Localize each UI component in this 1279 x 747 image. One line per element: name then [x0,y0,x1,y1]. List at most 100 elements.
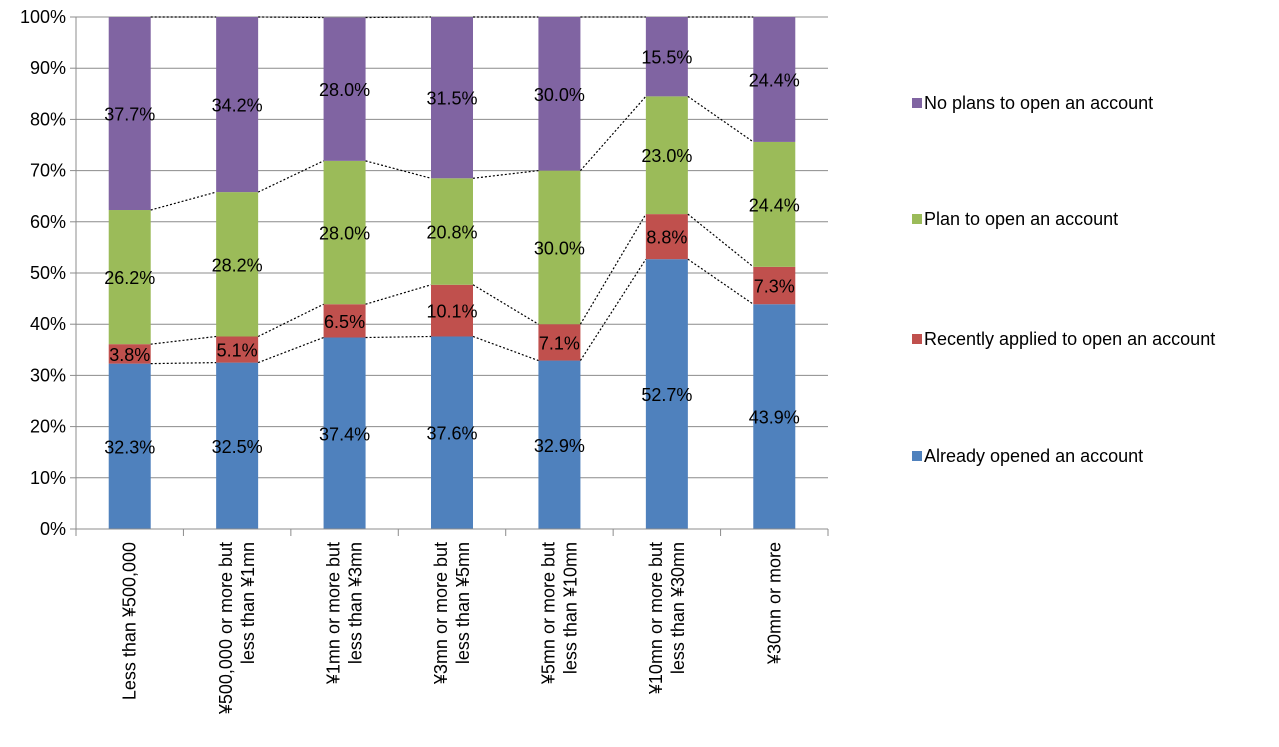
data-label: 30.0% [534,85,585,105]
series-line [687,95,754,143]
data-labels: 32.3% 3.8% 26.2% 37.7% 32.5% 5.1% 28.2% 34.2% 37… [104,48,800,458]
data-label: 26.2% [104,268,155,288]
legend-swatch [912,214,922,224]
x-tick-label: less than ¥5mn [453,542,473,664]
bar-segment [323,160,366,305]
legend-item: Plan to open an account [912,209,1118,229]
series-line [150,362,217,365]
data-label: 7.3% [754,277,795,297]
y-axis-ticks: 0% 10% 20% 30% 40% 50% 60% 70% 80% 90% 100% [20,7,66,539]
y-tick-label: 80% [30,109,66,129]
data-label: 10.1% [426,302,477,322]
legend-label: Recently applied to open an account [924,329,1215,349]
bar-segment [645,96,688,215]
data-label: 24.4% [749,70,800,90]
y-tick-label: 100% [20,7,66,27]
series-line [257,336,324,364]
data-label: 15.5% [641,48,692,68]
x-tick-label: ¥10mn or more but [646,542,666,695]
data-label: 5.1% [217,341,258,361]
bar-segment [538,170,581,325]
x-tick-label: ¥3mn or more but [431,542,451,685]
x-axis-ticks: Less than ¥500,000 ¥500,000 or more but le… [120,542,785,715]
legend-label: No plans to open an account [924,93,1153,113]
bar-segment [431,17,473,179]
data-label: 24.4% [749,195,800,215]
y-tick-label: 50% [30,263,66,283]
bar-segment [323,304,366,338]
x-tick-label: ¥5mn or more but [538,542,558,685]
legend-swatch [912,334,922,344]
bar-segment [216,17,259,193]
series-lines [150,16,754,365]
data-label: 37.6% [426,424,477,444]
legend-item: Recently applied to open an account [912,329,1215,349]
data-label: 43.9% [749,408,800,428]
axes [70,16,829,536]
bar-segment [645,259,688,529]
data-label: 31.5% [426,89,477,109]
bar-segment [431,336,473,529]
bar-segment [323,17,366,161]
series-line [472,170,539,179]
bar-segment [538,17,581,171]
series-line [365,160,432,179]
data-label: 28.2% [212,255,263,275]
y-tick-label: 90% [30,58,66,78]
data-label: 52.7% [641,385,692,405]
x-tick-label: ¥500,000 or more but [216,542,236,715]
bar-segment [108,17,151,211]
x-tick-label: less than ¥3mn [346,542,366,664]
bar-segment [216,192,259,337]
data-label: 6.5% [324,312,365,332]
data-label: 28.0% [319,80,370,100]
data-label: 32.3% [104,437,155,457]
bar-segment [753,141,796,267]
legend-swatch [912,98,922,108]
series-line [365,284,432,305]
y-tick-label: 20% [30,417,66,437]
bar-segment [323,337,366,529]
legend-label: Already opened an account [924,446,1143,466]
data-label: 3.8% [109,345,150,365]
bar-segment [645,17,688,97]
x-tick-label: ¥1mn or more but [324,542,344,685]
bar-segment [108,344,151,364]
data-label: 20.8% [426,223,477,243]
series-line [579,258,647,361]
bar-segment [431,178,473,285]
legend-label: Plan to open an account [924,209,1118,229]
series-line [579,95,647,171]
legend: No plans to open an account Plan to open … [912,93,1215,466]
data-label: 30.0% [534,238,585,258]
data-label: 7.1% [539,333,580,353]
data-label: 34.2% [212,96,263,116]
series-line [257,303,324,338]
series-line [365,16,432,19]
legend-swatch [912,451,922,461]
x-tick-label: less than ¥1mn [238,542,258,664]
bar-segment [431,284,473,337]
data-label: 8.8% [646,228,687,248]
data-label: 37.7% [104,105,155,125]
series-line [687,258,754,305]
data-label: 23.0% [641,146,692,166]
data-label: 32.5% [212,437,263,457]
bar-segment [753,266,796,305]
y-tick-label: 10% [30,468,66,488]
bars [108,17,796,529]
data-label: 28.0% [319,224,370,244]
bar-segment [108,210,151,345]
series-line [258,16,324,19]
y-tick-label: 40% [30,314,66,334]
series-line [472,284,539,325]
legend-item: No plans to open an account [912,93,1153,113]
bar-segment [216,336,259,363]
x-tick-label: ¥30mn or more [764,542,784,665]
data-label: 32.9% [534,436,585,456]
series-line [472,335,539,362]
bar-segment [538,360,581,529]
legend-item: Already opened an account [912,446,1143,466]
series-line [579,213,647,325]
